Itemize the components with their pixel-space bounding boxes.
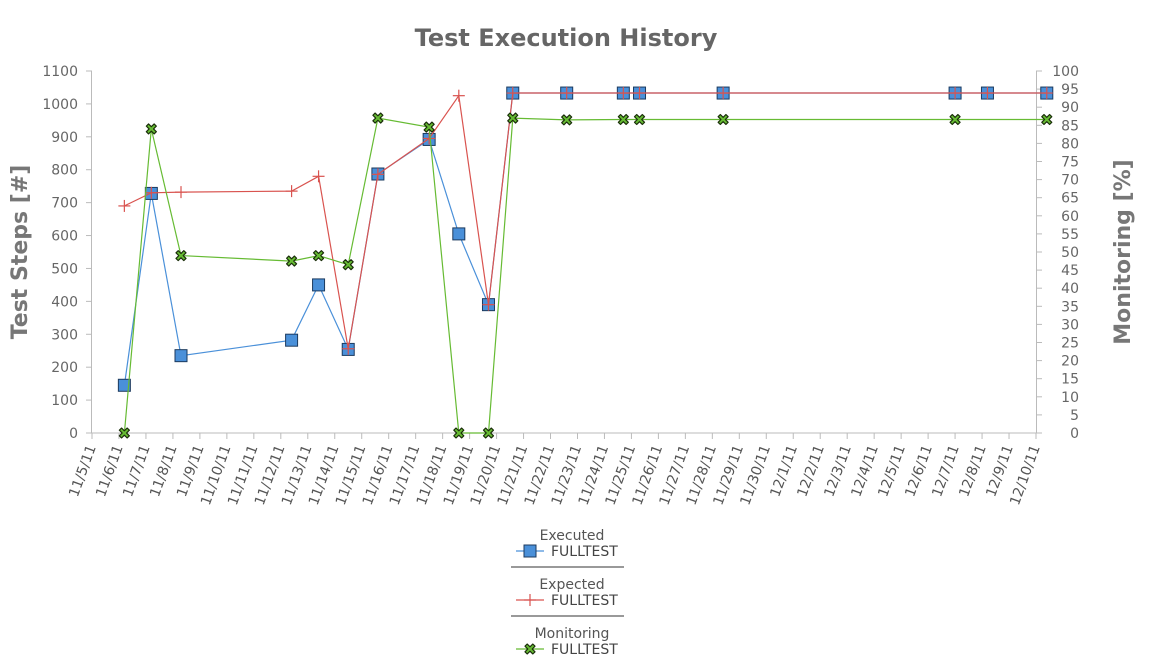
data-point-expected bbox=[506, 87, 519, 100]
data-point-executed bbox=[452, 227, 466, 241]
y2-tick-label: 60 bbox=[1061, 209, 1079, 225]
data-point-monitoring bbox=[372, 112, 384, 124]
data-point-expected bbox=[118, 199, 131, 212]
data-point-executed bbox=[117, 378, 131, 392]
y2-tick-label: 80 bbox=[1061, 136, 1079, 152]
legend-label: FULLTEST bbox=[551, 642, 618, 658]
data-point-expected bbox=[423, 132, 436, 145]
y-axis-title: Test Steps [#] bbox=[8, 165, 33, 340]
data-point-monitoring bbox=[285, 255, 298, 267]
legend-label: FULLTEST bbox=[551, 544, 618, 560]
y2-axis-title: Monitoring [%] bbox=[1111, 159, 1136, 344]
y-tick-label: 100 bbox=[51, 393, 78, 409]
legend-item-monitoring: FULLTEST bbox=[516, 642, 618, 658]
data-point-monitoring bbox=[118, 427, 130, 439]
series-monitoring bbox=[118, 112, 1053, 439]
y-tick-label: 300 bbox=[51, 327, 78, 343]
y2-tick-label: 35 bbox=[1061, 299, 1079, 315]
series-expected bbox=[118, 87, 1053, 355]
data-point-expected bbox=[1040, 87, 1053, 100]
y-tick-label: 1100 bbox=[42, 64, 78, 80]
legend-item-expected: FULLTEST bbox=[516, 593, 618, 609]
data-point-monitoring bbox=[312, 250, 325, 262]
y2-tick-label: 40 bbox=[1061, 281, 1079, 297]
data-point-monitoring bbox=[342, 259, 354, 271]
data-point-monitoring bbox=[175, 250, 187, 262]
data-point-expected bbox=[717, 87, 730, 100]
y2-tick-label: 5 bbox=[1070, 408, 1079, 424]
y2-tick-label: 20 bbox=[1061, 354, 1079, 370]
y2-tick-label: 45 bbox=[1061, 263, 1079, 279]
y2-tick-label: 55 bbox=[1061, 227, 1079, 243]
legend-marker bbox=[523, 544, 537, 558]
data-point-executed bbox=[174, 349, 188, 363]
data-point-expected bbox=[949, 87, 962, 100]
legend: ExecutedFULLTESTExpectedFULLTESTMonitori… bbox=[511, 528, 624, 658]
series-executed bbox=[117, 86, 1054, 392]
chart-title: Test Execution History bbox=[415, 24, 718, 52]
axes: 0 100 200 300 400 500 600 700 800 900 1000 1100 0 5 10… bbox=[42, 64, 1079, 507]
y2-tick-label: 75 bbox=[1061, 155, 1079, 171]
data-point-expected bbox=[285, 185, 298, 198]
legend-group-title: Monitoring bbox=[535, 626, 610, 642]
y2-tick-label: 70 bbox=[1061, 173, 1079, 189]
series-line-executed bbox=[123, 92, 1047, 386]
y-tick-label: 200 bbox=[51, 360, 78, 376]
legend-marker bbox=[524, 643, 536, 655]
series-layer bbox=[117, 86, 1054, 439]
data-point-executed bbox=[312, 278, 326, 292]
y2-tick-label: 65 bbox=[1061, 191, 1079, 207]
y-tick-label: 1000 bbox=[42, 97, 78, 113]
data-point-monitoring bbox=[423, 121, 435, 133]
data-point-expected bbox=[175, 186, 188, 199]
data-point-monitoring bbox=[453, 427, 465, 439]
legend-group-title: Executed bbox=[540, 528, 605, 544]
legend-marker bbox=[524, 594, 536, 606]
series-line-expected bbox=[124, 92, 1047, 349]
y2-tick-label: 10 bbox=[1061, 390, 1079, 406]
data-point-expected bbox=[482, 298, 495, 311]
y-tick-label: 400 bbox=[51, 294, 78, 310]
data-point-monitoring bbox=[1041, 113, 1053, 126]
y2-tick-label: 85 bbox=[1061, 118, 1079, 134]
legend-item-executed: FULLTEST bbox=[516, 544, 618, 560]
data-point-monitoring bbox=[482, 427, 495, 439]
data-point-monitoring bbox=[717, 113, 729, 126]
data-point-executed bbox=[285, 333, 299, 347]
data-point-monitoring bbox=[633, 113, 646, 126]
y-tick-label: 600 bbox=[51, 229, 78, 245]
y2-tick-label: 100 bbox=[1052, 64, 1079, 80]
series-line-monitoring bbox=[123, 117, 1047, 434]
y-tick-label: 700 bbox=[51, 196, 78, 212]
data-point-expected bbox=[452, 89, 465, 102]
data-point-monitoring bbox=[145, 123, 157, 135]
legend-label: FULLTEST bbox=[551, 593, 618, 609]
legend-group-title: Expected bbox=[539, 577, 604, 593]
y-tick-label: 0 bbox=[69, 426, 78, 442]
y2-tick-label: 90 bbox=[1061, 100, 1079, 116]
y-tick-label: 900 bbox=[51, 130, 78, 146]
data-point-monitoring bbox=[561, 114, 573, 126]
data-point-monitoring bbox=[617, 113, 629, 126]
y2-tick-label: 15 bbox=[1061, 372, 1079, 388]
data-point-expected bbox=[145, 186, 158, 199]
y2-tick-label: 95 bbox=[1061, 82, 1079, 98]
y2-tick-label: 0 bbox=[1070, 426, 1079, 442]
y-tick-label: 500 bbox=[51, 261, 78, 277]
data-point-monitoring bbox=[507, 112, 519, 124]
y2-tick-label: 50 bbox=[1061, 245, 1079, 261]
data-point-expected bbox=[312, 170, 325, 183]
data-point-expected bbox=[371, 168, 384, 181]
data-point-expected bbox=[981, 87, 994, 100]
data-point-expected bbox=[560, 87, 573, 100]
data-point-expected bbox=[342, 342, 355, 355]
y2-tick-label: 25 bbox=[1061, 336, 1079, 352]
data-point-expected bbox=[633, 87, 646, 100]
data-point-monitoring bbox=[949, 113, 961, 126]
data-point-expected bbox=[617, 87, 630, 100]
y2-tick-label: 30 bbox=[1061, 317, 1079, 333]
y-tick-label: 800 bbox=[51, 163, 78, 179]
